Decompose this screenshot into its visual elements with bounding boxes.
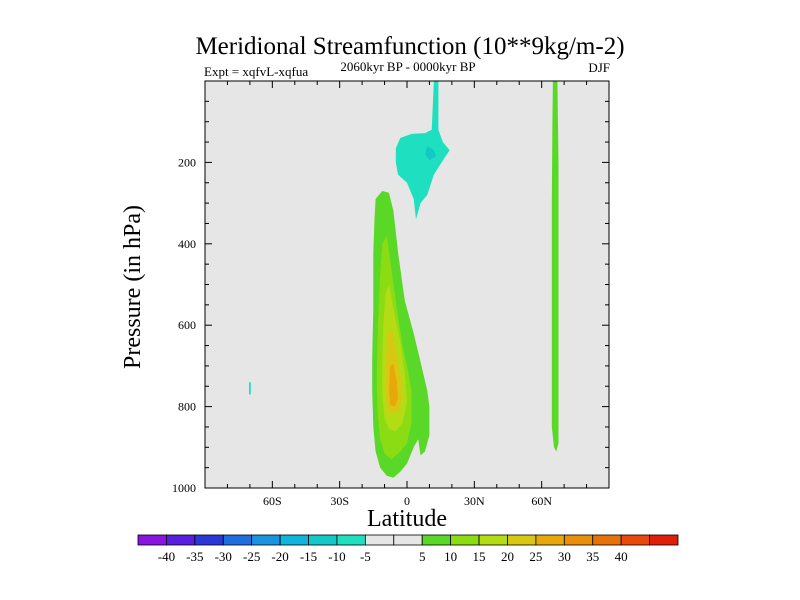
y-tick-label: 1000 [172, 481, 196, 495]
colorbar-box [649, 534, 679, 546]
x-tick-label: 60N [531, 494, 552, 508]
axes: 60S 30S 0 30N 60N 200 400 600 800 1000 [172, 80, 610, 508]
x-axis-label: Latitude [367, 506, 447, 532]
colorbar-box [478, 534, 508, 546]
colorbar-label: -5 [360, 549, 371, 564]
colorbar-label: 40 [615, 549, 628, 564]
contour-region-southern-cyan-mark [249, 382, 251, 395]
colorbar-label: -40 [158, 549, 175, 564]
colorbar-label: 20 [501, 549, 514, 564]
contour-region-upper-cyan-core [425, 146, 437, 161]
colorbar-label: 5 [419, 549, 426, 564]
colorbar-box [620, 534, 650, 546]
season-label: DJF [588, 60, 610, 75]
colorbar-box [393, 534, 423, 546]
colorbar-box [336, 534, 366, 546]
y-tick-label: 400 [178, 237, 196, 251]
colorbar-box [450, 534, 480, 546]
experiment-label: Expt = xqfvL-xqfua [204, 64, 308, 79]
colorbar: -40 -35 -30 -25 -20 -15 -10 -5 5 10 15 20 25 30 35 40 [137, 534, 679, 564]
colorbar-box [251, 534, 281, 546]
colorbar-label: -30 [215, 549, 232, 564]
colorbar-box [563, 534, 594, 546]
colorbar-box [592, 534, 622, 546]
colorbar-box [507, 534, 537, 546]
colorbar-label: -20 [271, 549, 288, 564]
colorbar-box [535, 534, 565, 546]
colorbar-box [364, 534, 395, 546]
contour-region-northern-green-strip [551, 81, 559, 452]
colorbar-label: 30 [558, 549, 571, 564]
contour-region-upper-cyan-cell [395, 81, 450, 220]
colorbar-box [279, 534, 309, 546]
colorbar-label: -35 [186, 549, 203, 564]
colorbar-label: 25 [529, 549, 542, 564]
colorbar-label: 15 [473, 549, 486, 564]
colorbar-label: -15 [300, 549, 317, 564]
colorbar-label: -10 [328, 549, 345, 564]
colorbar-label: -25 [243, 549, 260, 564]
colorbar-box [194, 534, 224, 546]
x-tick-label: 0 [404, 494, 410, 508]
colorbar-box [166, 534, 196, 546]
contour-region-tropical-peak-cell [389, 363, 398, 407]
colorbar-box [137, 534, 167, 546]
x-tick-label: 60S [263, 494, 282, 508]
colorbar-label: 35 [586, 549, 599, 564]
y-tick-label: 200 [178, 155, 196, 169]
y-tick-label: 800 [178, 400, 196, 414]
colorbar-box [222, 534, 253, 546]
colorbar-label: 10 [444, 549, 457, 564]
plot-area [205, 81, 609, 488]
colorbar-box [308, 534, 338, 546]
chart-subtitle: 2060kyr BP - 0000kyr BP [340, 59, 475, 74]
x-tick-label: 30N [464, 494, 485, 508]
chart-title: Meridional Streamfunction (10**9kg/m-2) [195, 33, 624, 60]
y-axis-label: Pressure (in hPa) [120, 205, 146, 369]
y-tick-label: 600 [178, 318, 196, 332]
colorbar-box [421, 534, 452, 546]
x-tick-label: 30S [330, 494, 349, 508]
